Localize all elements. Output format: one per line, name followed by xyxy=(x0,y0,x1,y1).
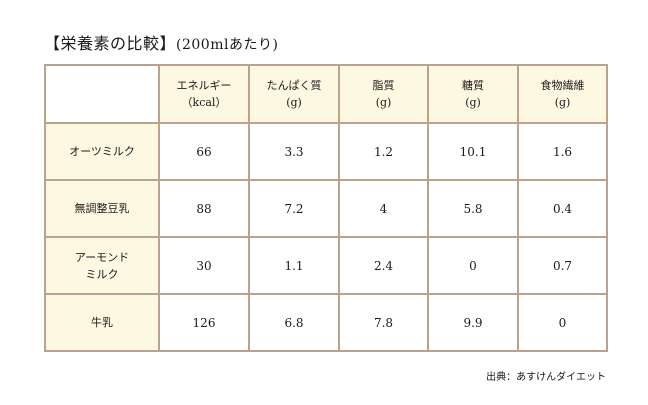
table-cell: 88 xyxy=(158,179,250,238)
column-header-label: たんぱく質 xyxy=(266,79,322,92)
row-header-label-line2: ミルク xyxy=(85,267,119,281)
page-title: 【栄養素の比較】(200mlあたり) xyxy=(44,30,278,54)
table-cell: 1.2 xyxy=(338,122,429,181)
row-header-label: オーツミルク xyxy=(69,145,135,158)
table-cell: 30 xyxy=(158,236,250,295)
table-cell: 0 xyxy=(427,236,519,295)
row-header-label: 無調整豆乳 xyxy=(74,202,130,215)
table-cell: 10.1 xyxy=(427,122,519,181)
source-credit: 出典：あすけんダイエット xyxy=(486,372,606,383)
row-header-label: アーモンド xyxy=(74,250,130,264)
table-row-cow-milk: 牛乳 126 6.8 7.8 9.9 0 xyxy=(44,293,608,352)
table-header-row: エネルギー （kcal） たんぱく質 (g) 脂質 (g) 糖質 (g) 食物繊… xyxy=(44,64,608,124)
table-cell: 66 xyxy=(158,122,250,181)
table-cell: 7.8 xyxy=(338,293,429,352)
table-row-almond-milk: アーモンド ミルク 30 1.1 2.4 0 0.7 xyxy=(44,236,608,295)
nutrition-comparison-table: エネルギー （kcal） たんぱく質 (g) 脂質 (g) 糖質 (g) 食物繊… xyxy=(44,64,608,352)
table-cell: 1.6 xyxy=(517,122,608,181)
title-main: 【栄養素の比較】 xyxy=(44,34,177,53)
row-header: オーツミルク xyxy=(44,122,160,181)
column-header-unit: (g) xyxy=(375,96,392,109)
row-header: アーモンド ミルク xyxy=(44,236,160,295)
column-header-fiber: 食物繊維 (g) xyxy=(517,64,608,124)
row-header-label: 牛乳 xyxy=(91,316,113,329)
table-cell: 5.8 xyxy=(427,179,519,238)
row-header: 無調整豆乳 xyxy=(44,179,160,238)
column-header-label: 糖質 xyxy=(462,79,484,92)
column-header-fat: 脂質 (g) xyxy=(338,64,429,124)
table-cell: 3.3 xyxy=(248,122,340,181)
table-cell: 1.1 xyxy=(248,236,340,295)
table-cell: 6.8 xyxy=(248,293,340,352)
column-header-energy: エネルギー （kcal） xyxy=(158,64,250,124)
column-header-protein: たんぱく質 (g) xyxy=(248,64,340,124)
table-row-oat-milk: オーツミルク 66 3.3 1.2 10.1 1.6 xyxy=(44,122,608,181)
column-header-unit: (g) xyxy=(554,96,571,109)
table-cell: 0.4 xyxy=(517,179,608,238)
column-header-unit: （kcal） xyxy=(181,96,227,109)
table-row-soy-milk: 無調整豆乳 88 7.2 4 5.8 0.4 xyxy=(44,179,608,238)
table-cell: 4 xyxy=(338,179,429,238)
column-header-label: エネルギー xyxy=(176,79,232,92)
table-cell: 9.9 xyxy=(427,293,519,352)
column-header-unit: (g) xyxy=(286,96,302,109)
table-cell: 126 xyxy=(158,293,250,352)
column-header-carbohydrate: 糖質 (g) xyxy=(427,64,519,124)
table-cell: 0 xyxy=(517,293,608,352)
row-header: 牛乳 xyxy=(44,293,160,352)
column-header-unit: (g) xyxy=(465,96,481,109)
table-cell: 2.4 xyxy=(338,236,429,295)
column-header-label: 食物繊維 xyxy=(540,79,585,92)
table-cell: 7.2 xyxy=(248,179,340,238)
title-sub: (200mlあたり) xyxy=(176,37,279,53)
column-header-label: 脂質 xyxy=(372,79,395,92)
header-corner-cell xyxy=(44,64,160,124)
table-cell: 0.7 xyxy=(517,236,608,295)
